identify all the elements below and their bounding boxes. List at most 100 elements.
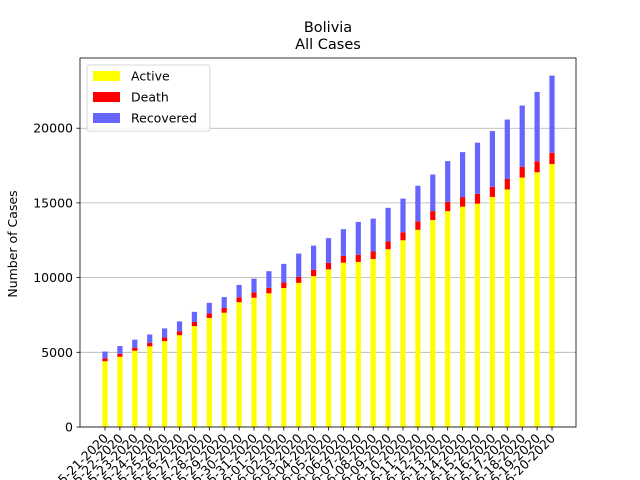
y-tick-label-3: 15000 bbox=[33, 195, 73, 210]
bar-active-27 bbox=[504, 189, 510, 427]
bar-death-29 bbox=[534, 161, 540, 173]
bar-recovered-13 bbox=[296, 253, 302, 277]
bar-death-2 bbox=[132, 347, 138, 351]
bar-death-7 bbox=[206, 313, 212, 318]
bar-death-9 bbox=[236, 297, 242, 303]
bars bbox=[102, 75, 555, 427]
bar-death-26 bbox=[489, 186, 495, 197]
y-tick-label-4: 20000 bbox=[33, 121, 73, 136]
bar-death-28 bbox=[519, 166, 525, 178]
bar-death-15 bbox=[325, 262, 332, 270]
bar-active-29 bbox=[534, 172, 540, 427]
bar-recovered-1 bbox=[117, 346, 123, 354]
legend: Active Death Recovered bbox=[86, 64, 211, 132]
bar-recovered-28 bbox=[519, 105, 525, 167]
bar-recovered-2 bbox=[132, 339, 138, 348]
legend-label-death: Death bbox=[131, 90, 169, 105]
bar-recovered-4 bbox=[162, 328, 168, 338]
bar-recovered-11 bbox=[266, 271, 272, 288]
bar-active-13 bbox=[296, 282, 302, 427]
bar-active-14 bbox=[311, 276, 317, 427]
bar-active-26 bbox=[489, 196, 495, 427]
bar-active-4 bbox=[162, 341, 168, 427]
bar-recovered-10 bbox=[251, 278, 257, 293]
bar-active-22 bbox=[430, 220, 436, 427]
y-axis-label: Number of Cases bbox=[5, 190, 20, 297]
bar-recovered-27 bbox=[504, 119, 510, 180]
bar-death-13 bbox=[296, 276, 302, 283]
bar-active-23 bbox=[445, 211, 451, 427]
bar-active-5 bbox=[176, 335, 183, 427]
bar-recovered-26 bbox=[489, 131, 495, 187]
bar-death-23 bbox=[445, 201, 451, 212]
bar-death-20 bbox=[400, 232, 406, 241]
y-tick-label-0: 0 bbox=[65, 420, 73, 435]
bar-recovered-6 bbox=[191, 311, 197, 322]
bar-active-18 bbox=[370, 258, 376, 427]
bar-death-21 bbox=[415, 221, 421, 230]
bar-recovered-24 bbox=[460, 152, 466, 198]
bar-recovered-14 bbox=[311, 245, 317, 270]
bar-death-5 bbox=[176, 331, 183, 336]
bar-active-7 bbox=[206, 317, 212, 427]
bar-recovered-3 bbox=[147, 334, 153, 343]
bar-recovered-20 bbox=[400, 198, 406, 233]
bar-recovered-7 bbox=[206, 302, 212, 314]
bar-active-25 bbox=[474, 203, 481, 427]
bar-recovered-23 bbox=[445, 161, 451, 202]
bar-death-27 bbox=[504, 179, 510, 190]
bar-active-15 bbox=[325, 269, 332, 427]
bar-recovered-17 bbox=[355, 221, 361, 255]
bar-death-19 bbox=[385, 241, 391, 250]
bar-active-16 bbox=[340, 262, 346, 427]
bar-active-0 bbox=[102, 361, 108, 427]
chart-subtitle: All Cases bbox=[295, 37, 361, 53]
bar-active-1 bbox=[117, 356, 123, 427]
bar-active-12 bbox=[281, 288, 287, 427]
bar-active-11 bbox=[266, 293, 272, 427]
bar-active-19 bbox=[385, 249, 391, 427]
bar-death-30 bbox=[549, 152, 555, 165]
legend-label-recovered: Recovered bbox=[131, 111, 197, 126]
bar-active-30 bbox=[549, 164, 555, 427]
bar-recovered-21 bbox=[415, 185, 421, 222]
bar-death-12 bbox=[281, 282, 287, 289]
legend-swatch-active bbox=[93, 71, 120, 81]
bar-recovered-25 bbox=[474, 142, 481, 194]
bar-death-16 bbox=[340, 255, 346, 263]
bar-death-11 bbox=[266, 287, 272, 294]
bar-recovered-30 bbox=[549, 75, 555, 153]
bar-active-21 bbox=[415, 229, 421, 427]
bar-death-24 bbox=[460, 197, 466, 207]
plot-frame bbox=[79, 57, 577, 428]
bar-active-2 bbox=[132, 350, 138, 427]
bar-death-0 bbox=[102, 358, 108, 362]
axes: 0500010000150002000005-21-202005-22-2020… bbox=[33, 57, 577, 480]
bar-death-18 bbox=[370, 251, 376, 259]
bar-death-10 bbox=[251, 292, 257, 298]
bar-death-22 bbox=[430, 211, 436, 221]
bar-active-28 bbox=[519, 177, 525, 427]
bar-recovered-8 bbox=[221, 297, 227, 308]
bar-active-3 bbox=[147, 346, 153, 427]
bar-active-8 bbox=[221, 312, 227, 427]
bar-death-3 bbox=[147, 342, 153, 347]
bar-death-14 bbox=[311, 269, 317, 277]
legend-label-active: Active bbox=[131, 69, 170, 84]
bar-recovered-16 bbox=[340, 229, 346, 256]
bar-recovered-29 bbox=[534, 91, 540, 162]
bar-death-8 bbox=[221, 307, 227, 313]
legend-swatch-recovered bbox=[93, 113, 120, 123]
bar-active-10 bbox=[251, 297, 257, 427]
bar-recovered-18 bbox=[370, 218, 376, 252]
bar-active-9 bbox=[236, 302, 242, 427]
bar-death-25 bbox=[474, 193, 481, 204]
bar-active-24 bbox=[460, 206, 466, 427]
bar-recovered-12 bbox=[281, 263, 287, 283]
bar-death-6 bbox=[191, 321, 197, 327]
bar-active-17 bbox=[355, 261, 361, 427]
bar-death-4 bbox=[162, 337, 168, 342]
bar-recovered-15 bbox=[325, 238, 332, 263]
bar-death-17 bbox=[355, 254, 361, 262]
